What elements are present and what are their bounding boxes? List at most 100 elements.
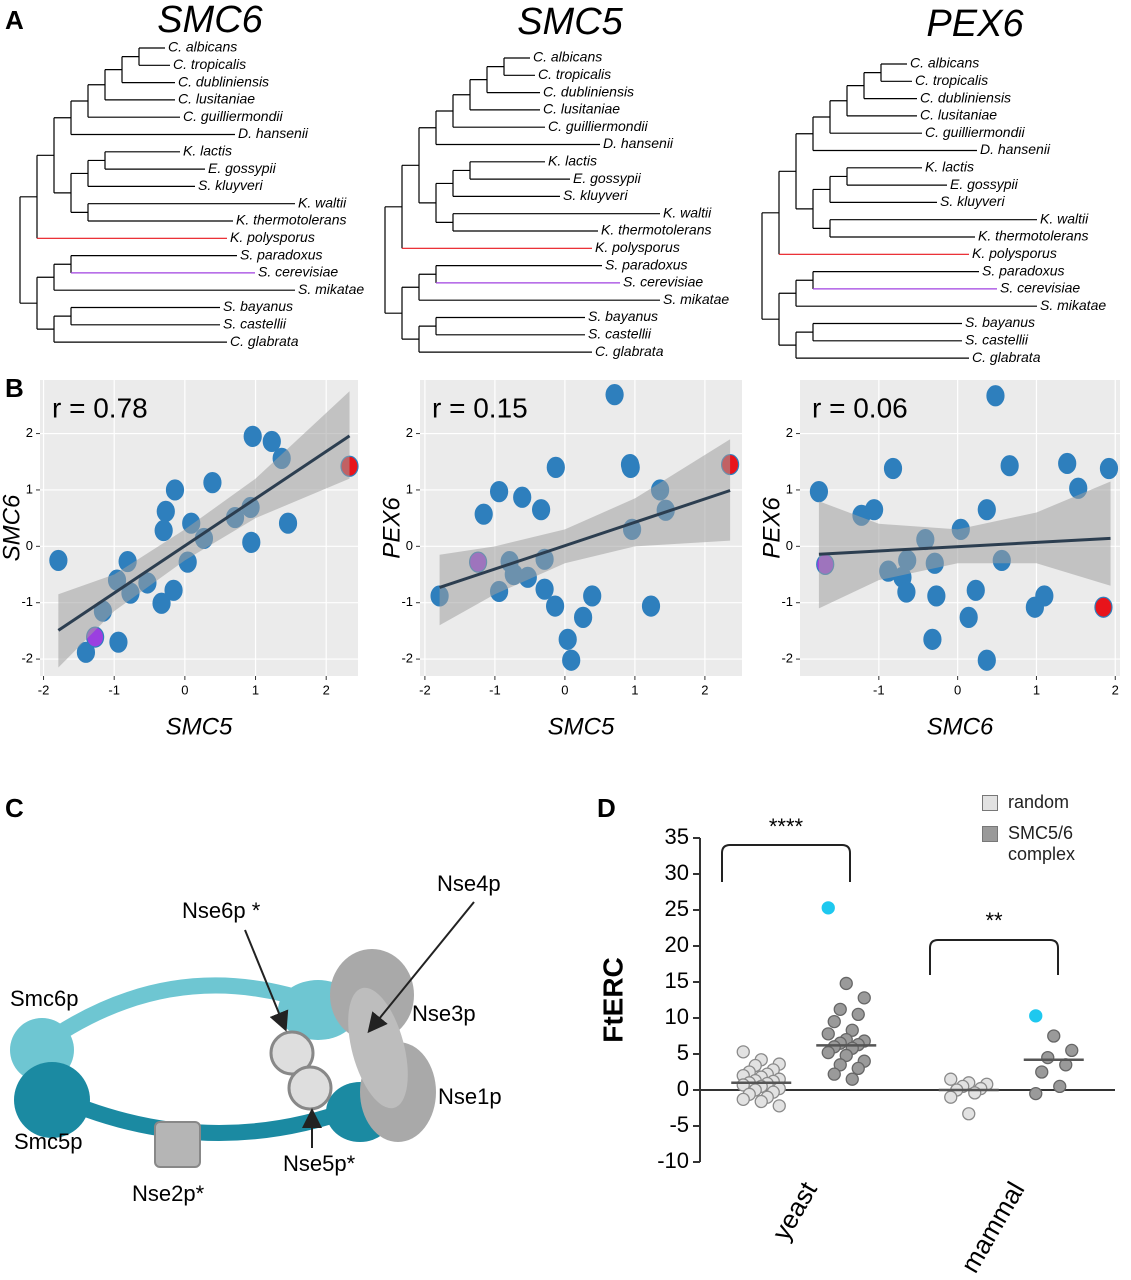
leaf-label: C. guilliermondii	[183, 108, 283, 124]
leaf-label: S. mikatae	[663, 291, 729, 307]
leaf-label: S. cerevisiae	[1000, 280, 1080, 296]
point	[923, 628, 942, 650]
x-tick-label: 2	[701, 682, 708, 697]
point	[109, 631, 128, 653]
y-tick-label: 2	[406, 425, 413, 440]
point	[754, 1094, 768, 1109]
point	[821, 1045, 835, 1060]
leaf-label: C. dubliniensis	[920, 89, 1011, 105]
point	[1000, 455, 1019, 477]
confidence-band	[439, 439, 731, 626]
point	[535, 578, 554, 600]
leaf-label: C. guilliermondii	[548, 118, 648, 134]
point	[839, 976, 853, 991]
point	[1058, 452, 1077, 475]
y-tick-label: -2	[21, 651, 33, 666]
point	[1053, 1079, 1067, 1094]
point	[772, 1099, 786, 1113]
leaf-label: K. waltii	[1040, 210, 1089, 226]
point	[531, 499, 551, 521]
leaf-label: S. castellii	[588, 326, 652, 342]
fit-line	[57, 434, 351, 632]
leaf-label: C. glabrata	[230, 333, 299, 349]
point	[1099, 457, 1119, 480]
leaf-label: K. thermotolerans	[236, 212, 347, 228]
point	[1029, 1009, 1043, 1023]
leaf-label: S. paradoxus	[982, 262, 1065, 278]
point	[977, 649, 996, 671]
point	[944, 1072, 958, 1086]
leaf-label: S. mikatae	[1040, 297, 1106, 313]
leaf-label: K. lactis	[548, 153, 597, 169]
panel-label: D	[597, 793, 616, 823]
point	[845, 1023, 859, 1037]
tree-title: SMC5	[517, 1, 623, 43]
y-tick-label: -1	[21, 594, 33, 609]
nse2	[154, 1121, 201, 1168]
y-tick-label: 10	[665, 1004, 689, 1029]
legend-label: random	[1008, 792, 1070, 812]
legend-label: SMC5/6 complex	[1008, 823, 1076, 864]
y-tick-label: -10	[657, 1148, 689, 1173]
x-tick-label: 0	[954, 682, 961, 697]
point	[833, 1002, 847, 1017]
point	[243, 425, 262, 447]
label: Nse6p *	[182, 898, 261, 923]
leaf-label: S. castellii	[223, 316, 287, 332]
y-tick-label: -1	[781, 594, 793, 609]
leaf-label: C. glabrata	[595, 343, 664, 359]
point	[1035, 585, 1054, 607]
panel-label: B	[5, 373, 24, 403]
nse6	[269, 1030, 315, 1076]
y-tick-label: 20	[665, 932, 689, 957]
x-tick-label: mammal	[955, 1176, 1031, 1277]
leaf-label: D. hansenii	[980, 141, 1051, 157]
point	[821, 901, 835, 915]
x-tick-label: 1	[631, 682, 638, 697]
leaf-label: E. gossypii	[208, 160, 277, 176]
label: Smc5p	[14, 1129, 82, 1154]
label: Nse5p*	[283, 1151, 356, 1176]
x-tick-label: 2	[323, 682, 330, 697]
point	[152, 592, 171, 614]
y-axis-label: SMC6	[0, 494, 25, 561]
point	[827, 1067, 841, 1081]
significance-bracket	[721, 844, 851, 882]
x-axis-label: SMC6	[927, 713, 994, 740]
arrow	[367, 901, 475, 1034]
annotation: r = 0.06	[812, 392, 908, 423]
arrow	[244, 929, 289, 1032]
leaf-label: S. cerevisiae	[258, 264, 338, 280]
point	[562, 649, 581, 671]
complex-diagram: Smc6p Smc5p Nse2p* Nse5p* Nse6p * Nse4p …	[10, 871, 502, 1206]
x-tick-label: yeast	[766, 1176, 823, 1245]
leaf-label: E. gossypii	[950, 176, 1019, 192]
leaf-label: S. cerevisiae	[623, 274, 703, 290]
y-axis-label: FtERC	[597, 957, 628, 1043]
point	[1047, 1029, 1061, 1043]
significance-label: **	[985, 908, 1003, 933]
x-tick-label: -2	[419, 682, 431, 697]
leaf-label: S. paradoxus	[605, 256, 688, 272]
leaf-label: C. albicans	[168, 39, 237, 55]
y-tick-label: 0	[26, 538, 33, 553]
leaf-label: S. kluyveri	[198, 177, 263, 193]
y-axis-label: PEX6	[378, 497, 405, 559]
tree-title: PEX6	[926, 3, 1024, 45]
x-tick-label: 1	[1033, 682, 1040, 697]
x-tick-label: -1	[489, 682, 501, 697]
y-tick-label: 30	[665, 860, 689, 885]
leaf-label: K. lactis	[183, 143, 232, 159]
significance-label: ****	[769, 814, 804, 839]
label: Nse1p	[438, 1084, 502, 1109]
y-tick-label: 1	[406, 481, 413, 496]
label: Smc6p	[10, 986, 78, 1011]
x-tick-label: 2	[1112, 682, 1119, 697]
leaf-label: K. waltii	[298, 194, 347, 210]
point	[736, 1092, 750, 1107]
confidence-band	[58, 391, 350, 668]
point	[857, 991, 871, 1005]
x-tick-label: 0	[561, 682, 568, 697]
point	[490, 481, 509, 503]
point	[164, 579, 183, 601]
